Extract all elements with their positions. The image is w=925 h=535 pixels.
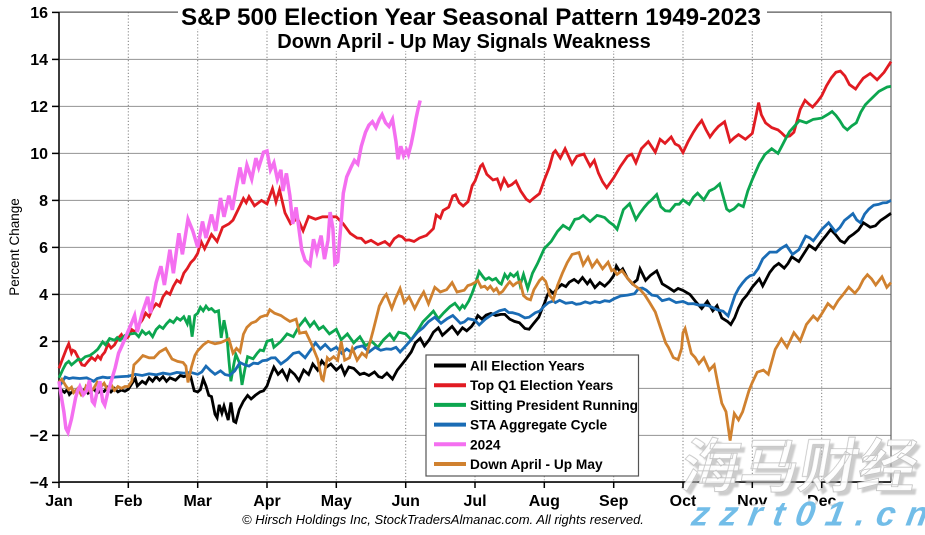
svg-text:Jul: Jul — [463, 493, 486, 510]
svg-text:−4: −4 — [30, 475, 48, 492]
svg-text:May: May — [321, 493, 352, 510]
svg-text:0: 0 — [39, 381, 48, 398]
svg-text:All Election Years: All Election Years — [470, 359, 585, 374]
svg-text:12: 12 — [30, 99, 48, 116]
svg-text:2024: 2024 — [470, 437, 501, 452]
svg-text:zzrt01.cn: zzrt01.cn — [688, 496, 925, 530]
svg-text:Aug: Aug — [529, 493, 560, 510]
svg-text:8: 8 — [39, 193, 48, 210]
svg-text:© Hirsch Holdings Inc, StockTr: © Hirsch Holdings Inc, StockTradersAlman… — [242, 512, 644, 527]
svg-text:2: 2 — [39, 334, 48, 351]
svg-text:Dec: Dec — [807, 493, 836, 510]
svg-text:Percent Change: Percent Change — [7, 198, 22, 296]
svg-text:STA Aggregate Cycle: STA Aggregate Cycle — [470, 418, 608, 433]
svg-text:S&P 500 Election Year Seasonal: S&P 500 Election Year Seasonal Pattern 1… — [181, 4, 761, 31]
svg-text:Top Q1 Election Years: Top Q1 Election Years — [470, 378, 614, 393]
svg-text:Feb: Feb — [114, 493, 143, 510]
svg-text:−2: −2 — [30, 428, 48, 445]
svg-text:Nov: Nov — [737, 493, 767, 510]
svg-text:16: 16 — [30, 5, 48, 22]
svg-text:Sitting President Running: Sitting President Running — [470, 398, 638, 413]
svg-text:Down April - Up May Signals We: Down April - Up May Signals Weakness — [277, 31, 650, 53]
svg-text:Jan: Jan — [45, 493, 73, 510]
svg-text:Oct: Oct — [670, 493, 697, 510]
svg-text:14: 14 — [30, 52, 48, 69]
svg-text:Down April - Up May: Down April - Up May — [470, 457, 603, 472]
svg-text:Jun: Jun — [391, 493, 419, 510]
svg-text:4: 4 — [39, 287, 48, 304]
svg-text:Mar: Mar — [183, 493, 211, 510]
svg-text:zzrt01.cn: zzrt01.cn — [688, 496, 925, 530]
svg-text:6: 6 — [39, 240, 48, 257]
svg-text:Sep: Sep — [599, 493, 629, 510]
svg-text:Apr: Apr — [253, 493, 281, 510]
svg-text:10: 10 — [30, 146, 48, 163]
